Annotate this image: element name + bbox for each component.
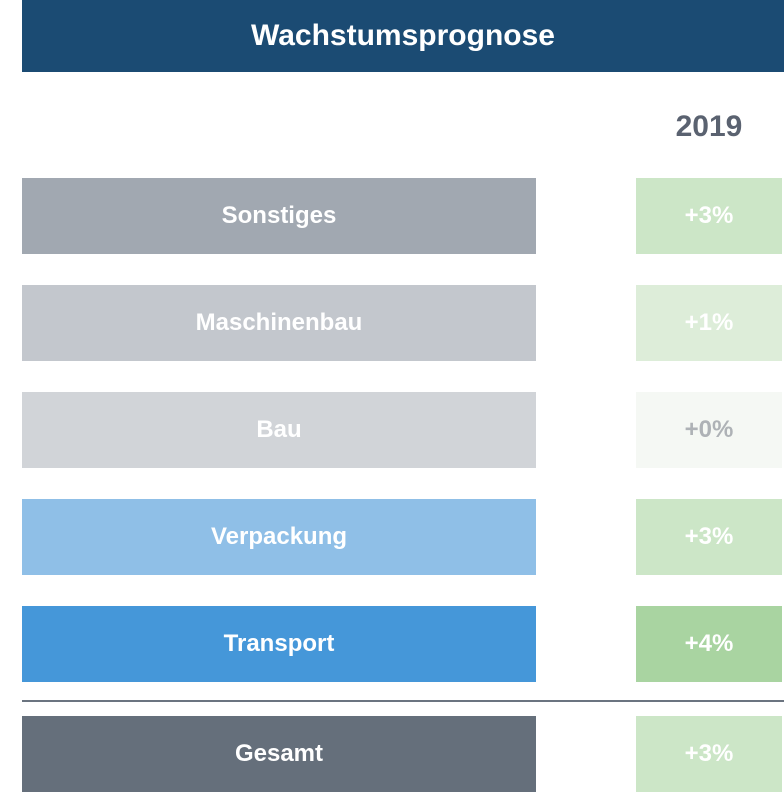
row-value: +1%	[636, 285, 782, 361]
title: Wachstumsprognose	[22, 0, 784, 72]
row-label: Verpackung	[22, 499, 536, 575]
row-value: +3%	[636, 178, 782, 254]
total-label: Gesamt	[22, 716, 536, 792]
row-label: Maschinenbau	[22, 285, 536, 361]
year: 2019	[675, 110, 743, 143]
row-value: +0%	[636, 392, 782, 468]
row-label: Sonstiges	[22, 178, 536, 254]
row-label: Bau	[22, 392, 536, 468]
total-value: +3%	[636, 716, 782, 792]
row-value: +4%	[636, 606, 782, 682]
separator	[22, 700, 784, 702]
row-label: Transport	[22, 606, 536, 682]
row-value: +3%	[636, 499, 782, 575]
